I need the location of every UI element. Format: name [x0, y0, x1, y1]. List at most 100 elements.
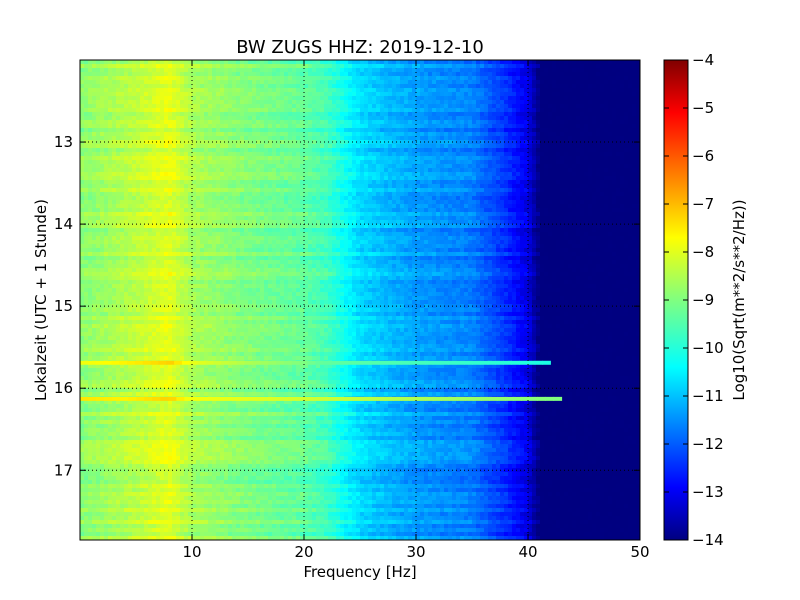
heatmap-cell — [212, 212, 217, 217]
heatmap-cell — [120, 244, 125, 249]
heatmap-cell — [128, 288, 133, 293]
heatmap-cell — [192, 424, 197, 429]
heatmap-cell — [120, 380, 125, 385]
heatmap-cell — [88, 400, 93, 405]
heatmap-cell — [212, 316, 217, 321]
heatmap-cell — [124, 268, 129, 273]
heatmap-cell — [92, 444, 97, 449]
heatmap-cell — [224, 208, 229, 213]
heatmap-cell — [84, 108, 89, 113]
heatmap-cell — [140, 480, 145, 485]
heatmap-cell — [116, 180, 121, 185]
heatmap-cell — [232, 304, 237, 309]
heatmap-cell — [128, 160, 133, 165]
heatmap-cell — [240, 264, 245, 269]
heatmap-cell — [152, 380, 157, 385]
heatmap-cell — [92, 268, 97, 273]
heatmap-cell — [172, 388, 177, 393]
heatmap-cell — [156, 524, 161, 529]
heatmap-cell — [144, 484, 149, 489]
heatmap-cell — [88, 184, 93, 189]
heatmap-cell — [128, 428, 133, 433]
heatmap-cell — [164, 484, 169, 489]
heatmap-cell — [104, 204, 109, 209]
heatmap-cell — [140, 468, 145, 473]
heatmap-cell — [208, 500, 213, 505]
heatmap-cell — [172, 464, 177, 469]
heatmap-cell — [80, 420, 85, 425]
heatmap-cell — [208, 368, 213, 373]
heatmap-cell — [196, 240, 201, 245]
heatmap-cell — [136, 100, 141, 105]
heatmap-cell — [172, 216, 177, 221]
heatmap-cell — [208, 92, 213, 97]
heatmap-cell — [124, 352, 129, 357]
heatmap-cell — [236, 352, 241, 357]
heatmap-cell — [184, 452, 189, 457]
heatmap-cell — [160, 160, 165, 165]
heatmap-cell — [184, 388, 189, 393]
heatmap-cell — [156, 296, 161, 301]
heatmap-cell — [236, 160, 241, 165]
heatmap-cell — [200, 368, 205, 373]
heatmap-cell — [172, 268, 177, 273]
heatmap-cell — [84, 276, 89, 281]
heatmap-cell — [116, 308, 121, 313]
heatmap-cell — [144, 496, 149, 501]
heatmap-cell — [120, 476, 125, 481]
heatmap-cell — [220, 368, 225, 373]
heatmap-cell — [168, 124, 173, 129]
heatmap-cell — [184, 480, 189, 485]
heatmap-cell — [88, 504, 93, 509]
heatmap-cell — [188, 108, 193, 113]
heatmap-cell — [160, 180, 165, 185]
heatmap-cell — [164, 188, 169, 193]
heatmap-cell — [104, 60, 109, 65]
heatmap-cell — [164, 344, 169, 349]
heatmap-cell — [104, 456, 109, 461]
heatmap-cell — [168, 532, 173, 537]
heatmap-cell — [88, 356, 93, 361]
heatmap-cell — [156, 112, 161, 117]
heatmap-cell — [124, 444, 129, 449]
heatmap-cell — [164, 292, 169, 297]
heatmap-cell — [228, 272, 233, 277]
heatmap-cell — [196, 524, 201, 529]
heatmap-cell — [120, 72, 125, 77]
heatmap-cell — [240, 312, 245, 317]
heatmap-cell — [192, 144, 197, 149]
heatmap-cell — [132, 136, 137, 141]
heatmap-cell — [96, 356, 101, 361]
heatmap-cell — [140, 452, 145, 457]
heatmap-cell — [192, 356, 197, 361]
heatmap-cell — [80, 536, 85, 540]
heatmap-cell — [140, 436, 145, 441]
heatmap-cell — [168, 204, 173, 209]
heatmap-cell — [92, 420, 97, 425]
heatmap-cell — [204, 192, 209, 197]
heatmap-cell — [136, 536, 141, 540]
heatmap-cell — [164, 424, 169, 429]
heatmap-cell — [204, 220, 209, 225]
heatmap-cell — [204, 376, 209, 381]
heatmap-cell — [216, 508, 221, 513]
heatmap-cell — [96, 180, 101, 185]
heatmap-cell — [88, 420, 93, 425]
heatmap-cell — [196, 476, 201, 481]
heatmap-cell — [104, 292, 109, 297]
heatmap-cell — [188, 424, 193, 429]
heatmap-cell — [152, 200, 157, 205]
heatmap-cell — [224, 68, 229, 73]
heatmap-cell — [160, 216, 165, 221]
heatmap-cell — [100, 84, 105, 89]
heatmap-cell — [100, 384, 105, 389]
heatmap-cell — [112, 116, 117, 121]
heatmap-cell — [104, 96, 109, 101]
heatmap-cell — [164, 376, 169, 381]
heatmap-cell — [240, 324, 245, 329]
heatmap-cell — [204, 104, 209, 109]
heatmap-cell — [224, 416, 229, 421]
heatmap-cell — [196, 120, 201, 125]
heatmap-cell — [164, 96, 169, 101]
heatmap-cell — [224, 232, 229, 237]
